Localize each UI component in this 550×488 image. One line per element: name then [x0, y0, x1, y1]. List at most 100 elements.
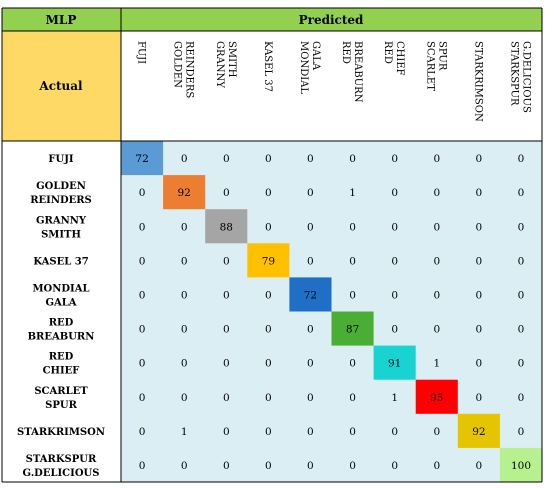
cell-value-r7-c6: 0	[349, 358, 356, 370]
row-header-area	[2, 141, 121, 482]
column-header-text: SPUR	[436, 41, 447, 71]
cell-value-r9-c9: 92	[472, 426, 485, 438]
column-header-text: STARKSPUR	[509, 41, 520, 106]
row-header-4: KASEL 37	[33, 256, 88, 267]
cell-value-r8-c5: 0	[307, 392, 314, 404]
cell-value-r10-c7: 0	[391, 460, 398, 472]
cell-value-r6-c1: 0	[139, 324, 146, 336]
column-header-10: STARKSPUR G.DELICIOUS	[509, 41, 532, 113]
cell-value-r9-c2: 1	[181, 426, 188, 438]
column-header-6: RED BREABURN	[340, 41, 363, 103]
row-header-9: STARKRIMSON	[17, 427, 105, 438]
cell-value-r3-c1: 0	[139, 221, 146, 233]
cell-value-r7-c7: 91	[388, 358, 401, 370]
row-header-5: GALA	[45, 297, 76, 308]
column-header-text: GRANNY	[214, 41, 225, 88]
cell-value-r9-c8: 0	[433, 426, 440, 438]
cell-value-r2-c6: 1	[349, 187, 356, 199]
diagonal-cell-8	[415, 379, 458, 414]
cell-value-r8-c9: 0	[476, 392, 483, 404]
cell-value-r10-c2: 0	[181, 460, 188, 472]
cell-value-r4-c4: 79	[262, 255, 275, 267]
cell-value-r9-c4: 0	[265, 426, 272, 438]
cell-value-r5-c9: 0	[476, 289, 483, 301]
column-header-4: KASEL 37	[262, 41, 273, 92]
column-header-2: GOLDEN REINDERS	[172, 41, 195, 98]
cell-value-r1-c8: 0	[433, 153, 440, 165]
column-header-text: GALA	[310, 41, 321, 71]
cell-value-r9-c7: 0	[391, 426, 398, 438]
column-header-8: SCARLET SPUR	[424, 41, 447, 91]
cell-value-r3-c2: 0	[181, 221, 188, 233]
row-header-2: GOLDEN	[36, 181, 86, 192]
cell-value-r10-c6: 0	[349, 460, 356, 472]
row-header-10: STARKSPUR	[26, 454, 97, 465]
cell-value-r5-c3: 0	[223, 289, 230, 301]
cell-value-r10-c1: 0	[139, 460, 146, 472]
cell-value-r2-c1: 0	[139, 187, 146, 199]
cell-value-r6-c4: 0	[265, 324, 272, 336]
diagonal-cell-1	[121, 141, 164, 176]
cell-value-r8-c6: 0	[349, 392, 356, 404]
row-header-10: G.DELICIOUS	[23, 468, 100, 479]
cell-value-r5-c6: 0	[349, 289, 356, 301]
column-header-7: RED CHIEF	[382, 41, 405, 76]
cell-value-r1-c6: 0	[349, 153, 356, 165]
column-header-text: REINDERS	[184, 41, 195, 98]
cell-value-r3-c3: 88	[220, 221, 233, 233]
cell-value-r9-c3: 0	[223, 426, 230, 438]
row-header-8: SPUR	[45, 400, 77, 411]
corner-cell	[2, 8, 121, 31]
cell-value-r3-c4: 0	[265, 221, 272, 233]
column-header-text: KASEL 37	[262, 41, 273, 92]
cell-value-r4-c7: 0	[391, 255, 398, 267]
cell-value-r5-c5: 72	[304, 289, 317, 301]
cell-value-r1-c9: 0	[476, 153, 483, 165]
column-header-9: STARKRIMSON	[472, 41, 483, 122]
cell-value-r2-c2: 92	[178, 187, 191, 199]
cell-value-r8-c1: 0	[139, 392, 146, 404]
cell-value-r5-c8: 0	[433, 289, 440, 301]
cell-value-r10-c4: 0	[265, 460, 272, 472]
cell-value-r2-c5: 0	[307, 187, 314, 199]
cell-value-r10-c5: 0	[307, 460, 314, 472]
column-header-text: SCARLET	[424, 41, 435, 91]
cell-value-r4-c3: 0	[223, 255, 230, 267]
cell-value-r3-c7: 0	[391, 221, 398, 233]
cell-value-r1-c3: 0	[223, 153, 230, 165]
cell-value-r4-c1: 0	[139, 255, 146, 267]
row-header-5: MONDIAL	[32, 283, 89, 294]
row-header-7: CHIEF	[43, 366, 80, 377]
column-header-text: MONDIAL	[298, 41, 309, 94]
cell-value-r2-c3: 0	[223, 187, 230, 199]
cell-value-r1-c4: 0	[265, 153, 272, 165]
cell-value-r7-c10: 0	[518, 358, 525, 370]
cell-value-r7-c2: 0	[181, 358, 188, 370]
predicted-label: Predicted	[299, 13, 364, 27]
predicted-header-cell	[121, 8, 542, 31]
cell-value-r9-c5: 0	[307, 426, 314, 438]
column-header-text: STARKRIMSON	[472, 41, 483, 122]
column-header-1: FUJI	[136, 41, 147, 64]
row-header-7: RED	[49, 352, 74, 363]
cell-value-r6-c8: 0	[433, 324, 440, 336]
cell-value-r2-c7: 0	[391, 187, 398, 199]
cell-value-r6-c2: 0	[181, 324, 188, 336]
diagonal-cell-7	[373, 345, 416, 380]
cell-value-r2-c9: 0	[476, 187, 483, 199]
cell-value-r7-c1: 0	[139, 358, 146, 370]
cell-value-r6-c5: 0	[307, 324, 314, 336]
row-header-2: REINDERS	[30, 195, 92, 206]
column-header-text: RED	[382, 41, 393, 64]
cell-value-r2-c10: 0	[518, 187, 525, 199]
cell-value-r5-c1: 0	[139, 289, 146, 301]
cell-value-r8-c10: 0	[518, 392, 525, 404]
cell-value-r10-c8: 0	[433, 460, 440, 472]
cell-value-r7-c9: 0	[476, 358, 483, 370]
cell-value-r4-c10: 0	[518, 255, 525, 267]
cell-value-r4-c9: 0	[476, 255, 483, 267]
row-header-3: GRANNY	[36, 215, 87, 226]
cell-value-r1-c1: 72	[135, 153, 148, 165]
diagonal-cell-5	[289, 277, 332, 312]
column-header-3: GRANNY SMITH	[214, 41, 237, 88]
